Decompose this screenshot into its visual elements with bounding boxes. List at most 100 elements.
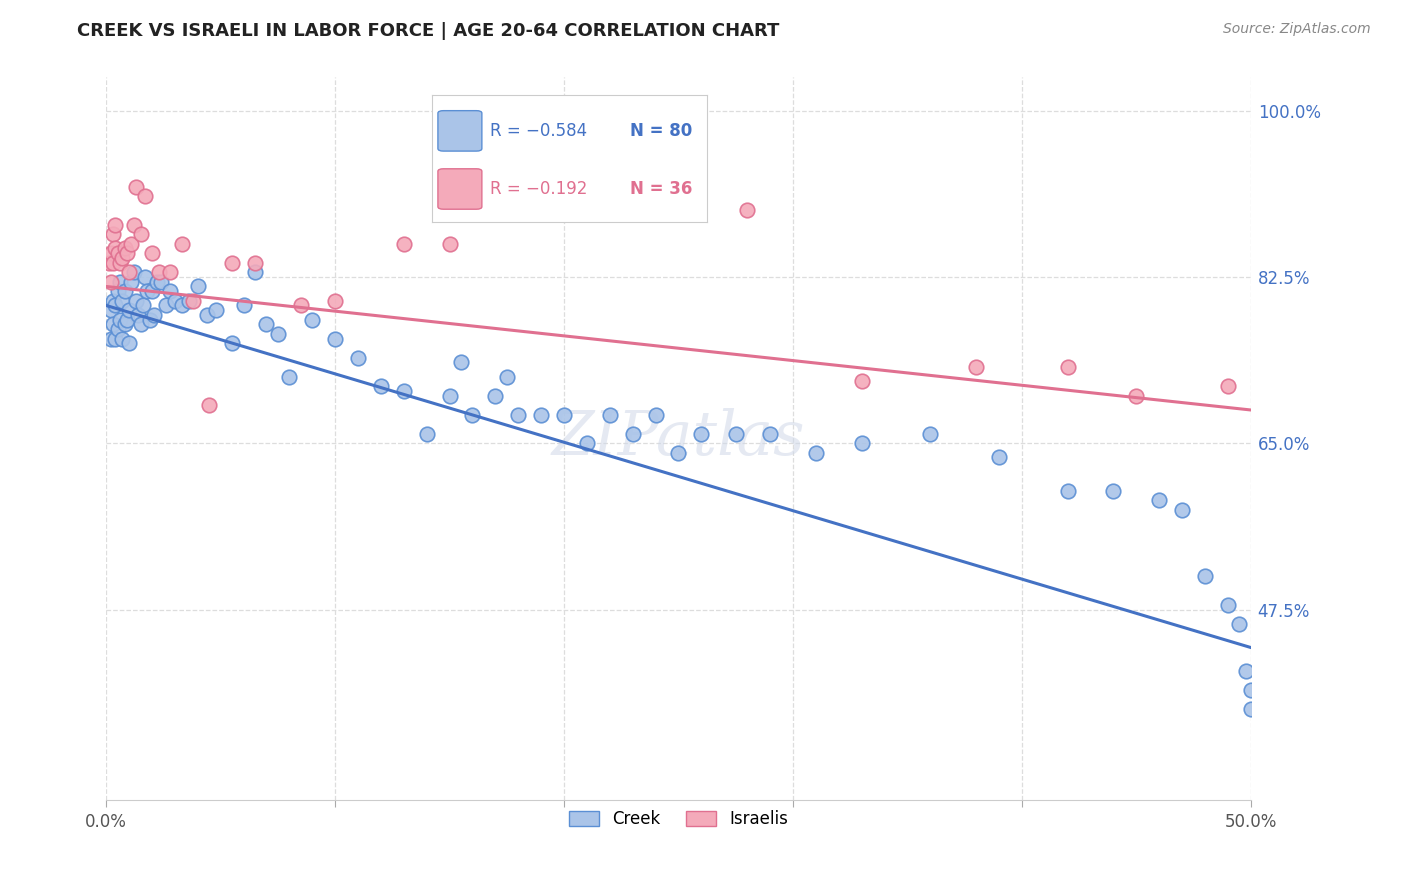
Point bbox=[205, 303, 228, 318]
Point bbox=[108, 312, 131, 326]
Point bbox=[159, 284, 181, 298]
Point bbox=[145, 275, 167, 289]
Point bbox=[1056, 483, 1078, 498]
Point bbox=[125, 179, 148, 194]
Point bbox=[177, 293, 200, 308]
Point bbox=[221, 256, 243, 270]
Point bbox=[122, 265, 145, 279]
Point bbox=[735, 203, 758, 218]
Point bbox=[1240, 702, 1263, 716]
Point bbox=[170, 236, 193, 251]
Point bbox=[198, 398, 221, 412]
Point bbox=[114, 242, 136, 256]
Point bbox=[1171, 502, 1194, 516]
Point bbox=[1125, 389, 1147, 403]
Point bbox=[243, 256, 266, 270]
Point bbox=[323, 293, 346, 308]
Text: ZIPatlas: ZIPatlas bbox=[551, 409, 806, 468]
Point bbox=[141, 284, 163, 298]
Point bbox=[108, 275, 131, 289]
Point bbox=[439, 236, 461, 251]
Point bbox=[301, 312, 323, 326]
Point bbox=[107, 284, 129, 298]
Point bbox=[759, 426, 782, 441]
Point bbox=[104, 298, 127, 312]
Point bbox=[111, 293, 134, 308]
Point bbox=[134, 269, 156, 284]
Point bbox=[450, 355, 472, 369]
Point bbox=[107, 246, 129, 260]
Point bbox=[232, 298, 254, 312]
Point bbox=[1147, 493, 1170, 508]
Point bbox=[104, 218, 127, 232]
Point bbox=[100, 246, 122, 260]
Point bbox=[1216, 598, 1239, 612]
Point bbox=[127, 308, 149, 322]
Point bbox=[181, 293, 204, 308]
Point bbox=[1227, 616, 1250, 631]
Point bbox=[256, 318, 278, 332]
Point bbox=[129, 227, 152, 242]
Point bbox=[392, 384, 415, 398]
Point bbox=[1056, 360, 1078, 375]
Point bbox=[104, 332, 127, 346]
Point bbox=[195, 308, 218, 322]
Point bbox=[415, 426, 437, 441]
Point bbox=[920, 426, 942, 441]
Point bbox=[118, 336, 141, 351]
Point bbox=[143, 308, 166, 322]
Point bbox=[1194, 569, 1216, 583]
Point bbox=[267, 326, 290, 341]
Point bbox=[243, 265, 266, 279]
Point bbox=[644, 408, 666, 422]
Point bbox=[987, 450, 1010, 465]
Point bbox=[1216, 379, 1239, 393]
Point bbox=[347, 351, 370, 365]
Point bbox=[101, 318, 124, 332]
Point bbox=[187, 279, 209, 293]
Point bbox=[114, 284, 136, 298]
Point bbox=[114, 318, 136, 332]
Point bbox=[724, 426, 747, 441]
Point bbox=[111, 332, 134, 346]
Point bbox=[1102, 483, 1125, 498]
Point bbox=[278, 369, 301, 384]
Point bbox=[101, 256, 124, 270]
Point bbox=[508, 408, 530, 422]
Point bbox=[136, 284, 159, 298]
Point bbox=[370, 379, 392, 393]
Point bbox=[159, 265, 181, 279]
Text: CREEK VS ISRAELI IN LABOR FORCE | AGE 20-64 CORRELATION CHART: CREEK VS ISRAELI IN LABOR FORCE | AGE 20… bbox=[77, 22, 780, 40]
Point bbox=[122, 218, 145, 232]
Point bbox=[599, 408, 621, 422]
Point bbox=[129, 318, 152, 332]
Point bbox=[965, 360, 987, 375]
Point bbox=[439, 389, 461, 403]
Text: Source: ZipAtlas.com: Source: ZipAtlas.com bbox=[1223, 22, 1371, 37]
Point bbox=[101, 293, 124, 308]
Point bbox=[107, 322, 129, 336]
Point bbox=[851, 436, 873, 450]
Point bbox=[111, 251, 134, 265]
Point bbox=[118, 265, 141, 279]
Point bbox=[132, 298, 155, 312]
Point bbox=[575, 436, 598, 450]
Point bbox=[1234, 665, 1257, 679]
Point bbox=[101, 227, 124, 242]
Point bbox=[851, 375, 873, 389]
Point bbox=[495, 369, 517, 384]
Point bbox=[104, 242, 127, 256]
Point bbox=[120, 236, 142, 251]
Point bbox=[125, 293, 148, 308]
Point bbox=[163, 293, 186, 308]
Point bbox=[120, 275, 142, 289]
Point bbox=[100, 332, 122, 346]
Point bbox=[553, 408, 575, 422]
Point bbox=[118, 303, 141, 318]
Point bbox=[138, 312, 160, 326]
Point bbox=[150, 275, 173, 289]
Point bbox=[170, 298, 193, 312]
Point bbox=[100, 303, 122, 318]
Point bbox=[108, 256, 131, 270]
Point bbox=[323, 332, 346, 346]
